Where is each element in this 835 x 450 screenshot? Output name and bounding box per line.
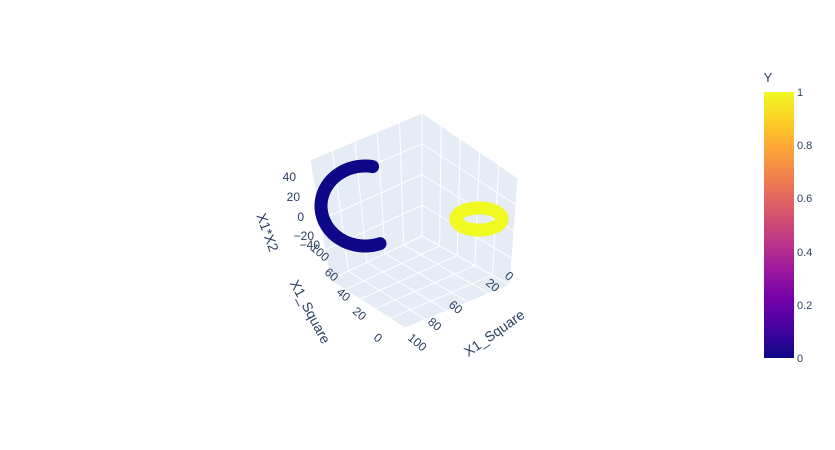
z-tick: −20 — [294, 229, 315, 243]
y-tick: 20 — [350, 304, 369, 324]
z-tick: 40 — [283, 170, 297, 184]
gridline — [329, 235, 423, 281]
gridline — [309, 112, 423, 161]
gridline — [359, 255, 458, 300]
colorbar-tick: 0 — [797, 353, 803, 365]
gridline — [421, 143, 517, 206]
colorbar-tick: 0.2 — [797, 300, 812, 312]
point-class-1 — [495, 211, 509, 225]
gridline — [421, 235, 511, 286]
x-tick: 100 — [405, 331, 430, 355]
z-tick: 0 — [297, 210, 304, 224]
gridline — [329, 279, 406, 329]
colorbar-title: Y — [764, 70, 773, 85]
gridline — [389, 274, 493, 319]
y-axis-title: X1_Square — [287, 277, 334, 347]
z-tick: −40 — [300, 238, 321, 252]
gridline — [384, 253, 469, 303]
gridline — [319, 174, 423, 221]
colorbar-tick: 0.6 — [797, 193, 812, 205]
point-class-0 — [373, 237, 387, 251]
z-tick: 20 — [287, 190, 301, 204]
gridline — [366, 261, 448, 312]
z-axis-title: X1*X2 — [253, 211, 282, 254]
x-axis-title: X1_Square — [461, 306, 528, 359]
gridline — [421, 112, 519, 179]
gridline — [344, 245, 440, 291]
colorbar-tick: 0.4 — [797, 247, 812, 259]
y-tick: 0 — [371, 330, 385, 345]
gridline — [403, 244, 490, 295]
colorbar: Y 0 0.2 0.4 0.6 0.8 1 — [764, 70, 813, 365]
gridline — [404, 284, 511, 329]
gridline — [374, 264, 475, 310]
colorbar-gradient — [764, 92, 794, 358]
colorbar-tick: 0.8 — [797, 140, 812, 152]
markers — [314, 159, 509, 253]
colorbar-tick: 1 — [797, 87, 803, 99]
z-axis-ticks: 40 20 0 −20 −40 — [283, 170, 321, 252]
gridline — [348, 270, 427, 320]
